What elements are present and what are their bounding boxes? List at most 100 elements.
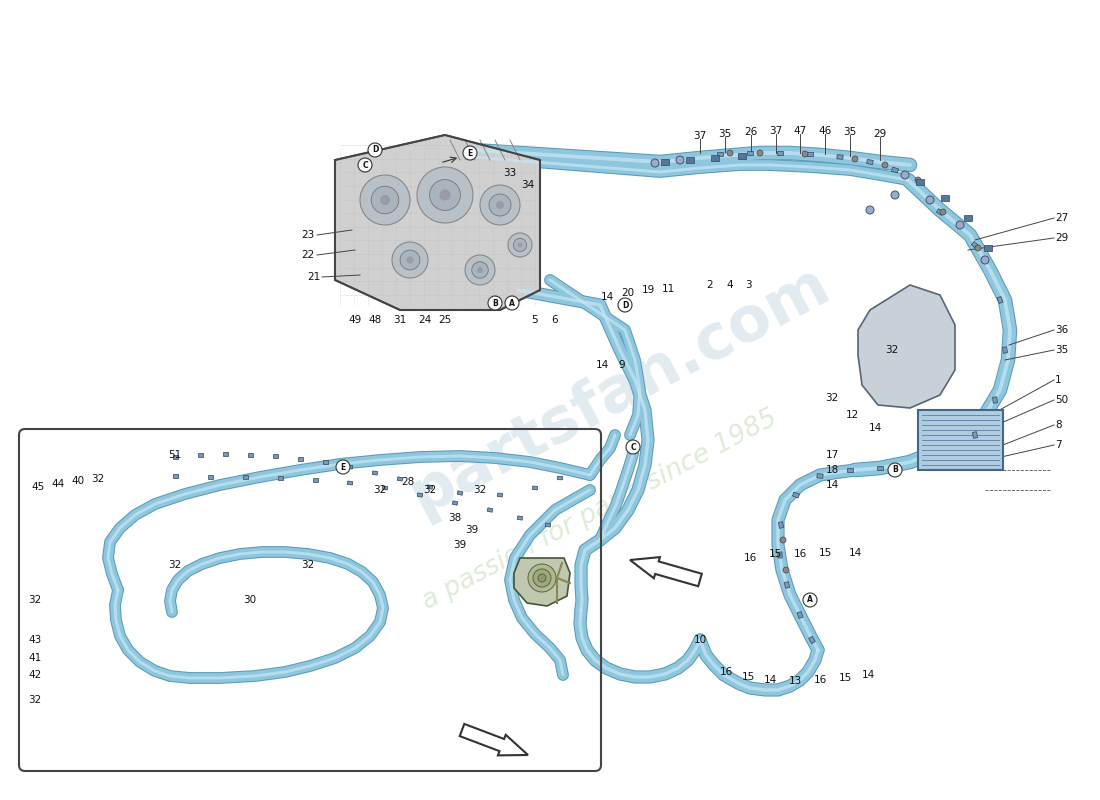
Bar bbox=[222, 452, 228, 456]
Circle shape bbox=[472, 262, 488, 278]
Circle shape bbox=[780, 537, 786, 543]
Text: D: D bbox=[621, 301, 628, 310]
Text: 44: 44 bbox=[52, 479, 65, 489]
Bar bbox=[792, 492, 800, 498]
Text: 22: 22 bbox=[301, 250, 315, 260]
Bar bbox=[847, 468, 852, 472]
Text: 34: 34 bbox=[521, 180, 535, 190]
Bar bbox=[738, 153, 746, 159]
Text: 6: 6 bbox=[552, 315, 559, 325]
Bar bbox=[312, 478, 318, 482]
Text: 40: 40 bbox=[72, 476, 85, 486]
Polygon shape bbox=[514, 558, 570, 606]
Text: 51: 51 bbox=[168, 450, 182, 460]
Text: 14: 14 bbox=[825, 480, 838, 490]
Bar bbox=[546, 523, 551, 527]
Text: E: E bbox=[468, 149, 473, 158]
Text: E: E bbox=[340, 462, 345, 471]
Bar bbox=[940, 195, 949, 201]
Text: 32: 32 bbox=[91, 474, 104, 484]
Text: 41: 41 bbox=[29, 653, 42, 663]
Text: 14: 14 bbox=[868, 423, 881, 433]
Text: 13: 13 bbox=[789, 676, 802, 686]
Circle shape bbox=[852, 156, 858, 162]
Bar bbox=[173, 474, 177, 478]
Circle shape bbox=[392, 242, 428, 278]
Bar bbox=[208, 475, 212, 478]
Text: D: D bbox=[372, 146, 378, 154]
Circle shape bbox=[538, 574, 546, 582]
Text: 15: 15 bbox=[838, 673, 851, 683]
Bar bbox=[964, 215, 972, 221]
Bar bbox=[277, 476, 283, 480]
Bar bbox=[877, 466, 883, 470]
Text: 32: 32 bbox=[29, 595, 42, 605]
Bar bbox=[777, 151, 783, 155]
Text: 32: 32 bbox=[886, 345, 899, 355]
Text: 36: 36 bbox=[1055, 325, 1068, 335]
Text: 32: 32 bbox=[301, 560, 315, 570]
Circle shape bbox=[336, 460, 350, 474]
Circle shape bbox=[888, 463, 902, 477]
Bar bbox=[892, 167, 899, 173]
Text: 2: 2 bbox=[706, 280, 713, 290]
Text: 11: 11 bbox=[661, 284, 674, 294]
Text: 3: 3 bbox=[745, 280, 751, 290]
Text: 29: 29 bbox=[873, 129, 887, 139]
Bar bbox=[273, 454, 277, 458]
Text: 37: 37 bbox=[769, 126, 782, 136]
Bar bbox=[916, 179, 924, 185]
Bar bbox=[487, 508, 493, 512]
Bar bbox=[348, 481, 353, 485]
Circle shape bbox=[372, 186, 398, 214]
Text: 26: 26 bbox=[745, 127, 758, 137]
Circle shape bbox=[926, 196, 934, 204]
Text: B: B bbox=[892, 466, 898, 474]
Circle shape bbox=[618, 298, 632, 312]
Text: 46: 46 bbox=[818, 126, 832, 136]
Text: 24: 24 bbox=[418, 315, 431, 325]
Text: 14: 14 bbox=[763, 675, 777, 685]
Text: 43: 43 bbox=[29, 635, 42, 645]
Text: 28: 28 bbox=[402, 477, 415, 487]
Bar bbox=[383, 486, 387, 490]
Bar bbox=[242, 475, 248, 478]
Bar bbox=[992, 397, 998, 403]
Bar bbox=[717, 152, 723, 156]
Bar bbox=[173, 455, 177, 458]
Text: 4: 4 bbox=[727, 280, 734, 290]
Bar bbox=[779, 522, 783, 528]
Text: 35: 35 bbox=[718, 129, 732, 139]
Bar bbox=[837, 154, 844, 159]
Text: 33: 33 bbox=[504, 168, 517, 178]
Text: 19: 19 bbox=[641, 285, 654, 295]
Text: 32: 32 bbox=[424, 485, 437, 495]
Text: 18: 18 bbox=[825, 465, 838, 475]
Text: 25: 25 bbox=[439, 315, 452, 325]
Text: 14: 14 bbox=[861, 670, 875, 680]
Circle shape bbox=[514, 238, 527, 251]
Text: 21: 21 bbox=[307, 272, 320, 282]
Text: 32: 32 bbox=[168, 560, 182, 570]
Circle shape bbox=[866, 206, 874, 214]
Circle shape bbox=[358, 158, 372, 172]
Text: 27: 27 bbox=[1055, 213, 1068, 223]
Circle shape bbox=[406, 256, 414, 264]
Text: 15: 15 bbox=[741, 672, 755, 682]
Bar bbox=[297, 458, 302, 461]
Text: 35: 35 bbox=[844, 127, 857, 137]
Circle shape bbox=[915, 177, 921, 183]
Bar bbox=[817, 474, 823, 478]
Circle shape bbox=[368, 143, 382, 157]
Bar bbox=[458, 490, 463, 495]
Bar bbox=[807, 152, 813, 156]
Text: 8: 8 bbox=[1055, 420, 1061, 430]
Bar bbox=[248, 454, 253, 457]
Circle shape bbox=[508, 233, 532, 257]
FancyArrow shape bbox=[460, 724, 528, 755]
Circle shape bbox=[400, 250, 420, 270]
Circle shape bbox=[534, 569, 551, 587]
Bar bbox=[784, 582, 790, 588]
Circle shape bbox=[802, 151, 808, 157]
Circle shape bbox=[528, 564, 556, 592]
